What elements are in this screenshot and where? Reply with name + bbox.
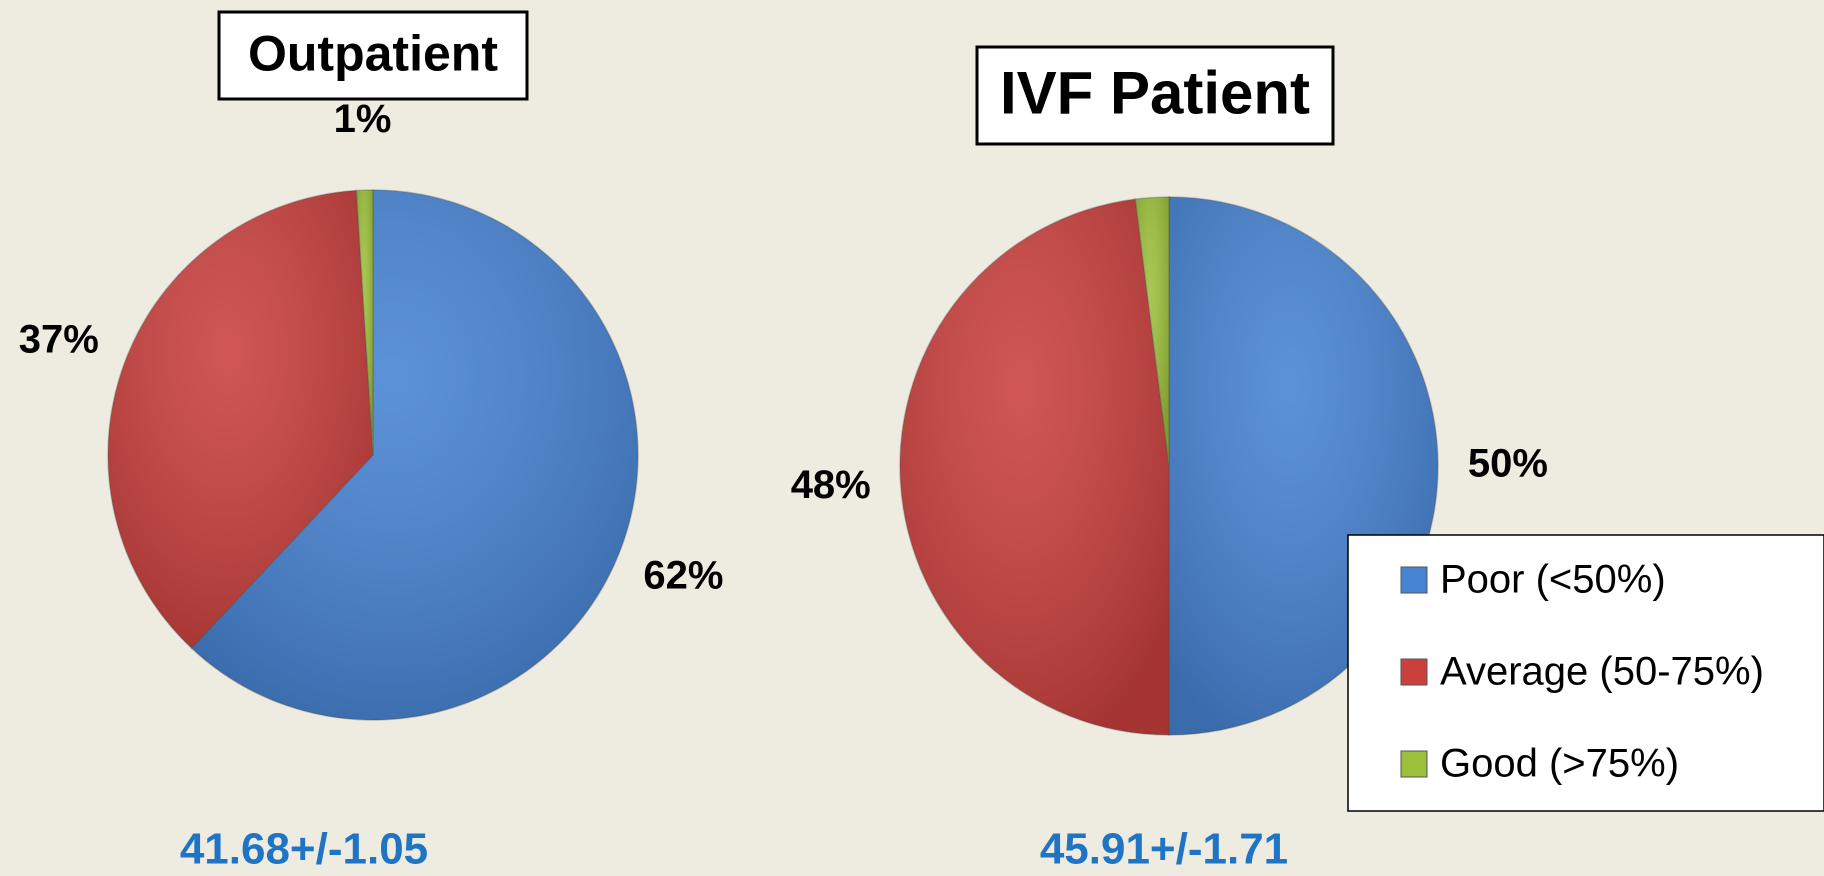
data-label: 50% <box>1468 442 1548 486</box>
chart-title: IVF Patient <box>1000 59 1310 126</box>
note: 41.68+/-1.05 <box>180 825 428 874</box>
data-label: 62% <box>643 553 723 597</box>
legend-label: Average (50-75%) <box>1440 650 1764 694</box>
title-box <box>975 45 1335 146</box>
chart-title: Outpatient <box>248 26 498 82</box>
data-label: 48% <box>791 463 871 507</box>
data-label: 37% <box>19 317 99 361</box>
legend-swatch <box>1400 566 1428 594</box>
title-box <box>217 10 529 101</box>
note: 45.91+/-1.71 <box>1040 825 1288 874</box>
legend-swatch <box>1400 750 1428 778</box>
legend-swatch <box>1400 658 1428 686</box>
legend-label: Poor (<50%) <box>1440 558 1666 602</box>
data-label: 1% <box>334 97 392 141</box>
legend-label: Good (>75%) <box>1440 742 1679 786</box>
